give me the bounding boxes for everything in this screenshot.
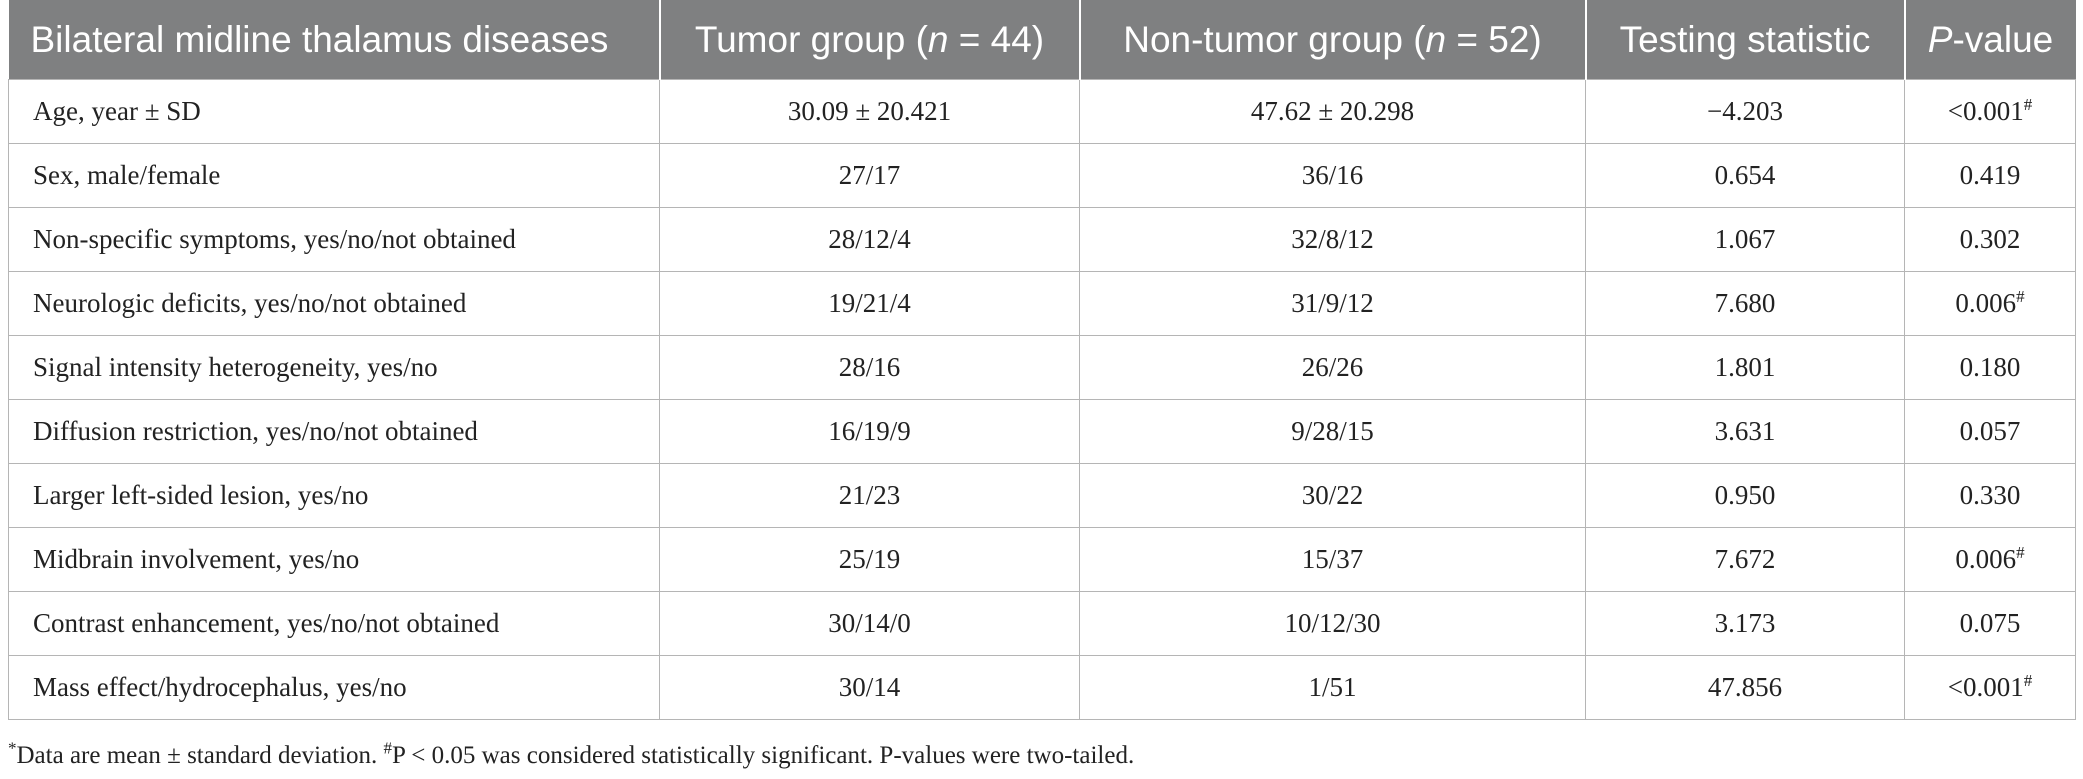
p-value-cell: 0.330	[1904, 463, 2076, 528]
tumor-group-cell: 30.09 ± 20.421	[659, 79, 1080, 144]
non-tumor-group-cell: 15/37	[1079, 527, 1586, 592]
header-tumor-group: Tumor group (n = 44)	[659, 0, 1081, 80]
p-value-text: 0.419	[1959, 160, 2021, 190]
row-label-cell: Signal intensity heterogeneity, yes/no	[8, 335, 660, 400]
testing-statistic-cell: 3.173	[1585, 591, 1905, 656]
tumor-group-cell: 16/19/9	[659, 399, 1080, 464]
row-label-cell: Midbrain involvement, yes/no	[8, 527, 660, 592]
table-row: Signal intensity heterogeneity, yes/no 28…	[8, 335, 2076, 400]
testing-statistic-cell: 1.801	[1585, 335, 1905, 400]
table-header-row: Bilateral midline thalamus diseases Tumo…	[8, 0, 2076, 80]
table-footnote: *Data are mean ± standard deviation. #P …	[8, 738, 1135, 769]
testing-statistic-cell: 7.680	[1585, 271, 1905, 336]
non-tumor-group-cell: 36/16	[1079, 143, 1586, 208]
table-row: Neurologic deficits, yes/no/not obtained…	[8, 271, 2076, 336]
p-value-cell: 0.075	[1904, 591, 2076, 656]
p-value-cell: 0.006#	[1904, 271, 2076, 336]
table-row: Mass effect/hydrocephalus, yes/no 30/14 1/…	[8, 655, 2076, 720]
tumor-group-cell: 25/19	[659, 527, 1080, 592]
tumor-group-cell: 21/23	[659, 463, 1080, 528]
significance-mark: #	[2016, 543, 2025, 562]
significance-mark: #	[2016, 287, 2025, 306]
header-non-tumor-group: Non-tumor group (n = 52)	[1079, 0, 1587, 80]
row-label-cell: Sex, male/female	[8, 143, 660, 208]
table-row: Sex, male/female 27/17 36/16 0.654 0.419	[8, 143, 2076, 208]
p-value-cell: 0.180	[1904, 335, 2076, 400]
row-label-cell: Mass effect/hydrocephalus, yes/no	[8, 655, 660, 720]
row-label-cell: Neurologic deficits, yes/no/not obtained	[8, 271, 660, 336]
p-value-cell: <0.001#	[1904, 655, 2076, 720]
tumor-group-cell: 30/14	[659, 655, 1080, 720]
testing-statistic-cell: 0.950	[1585, 463, 1905, 528]
p-value-cell: 0.419	[1904, 143, 2076, 208]
p-value-text: 0.006	[1955, 544, 2017, 574]
results-table: Bilateral midline thalamus diseases Tumo…	[8, 0, 2076, 720]
testing-statistic-cell: 47.856	[1585, 655, 1905, 720]
non-tumor-group-cell: 47.62 ± 20.298	[1079, 79, 1586, 144]
p-value-text: <0.001	[1947, 96, 2024, 126]
non-tumor-group-cell: 32/8/12	[1079, 207, 1586, 272]
table-body: Age, year ± SD 30.09 ± 20.421 47.62 ± 20.2…	[8, 79, 2076, 720]
p-value-cell: 0.006#	[1904, 527, 2076, 592]
table-row: Age, year ± SD 30.09 ± 20.421 47.62 ± 20.2…	[8, 79, 2076, 144]
p-value-text: 0.330	[1959, 480, 2021, 510]
row-label-cell: Diffusion restriction, yes/no/not obtain…	[8, 399, 660, 464]
tumor-group-cell: 30/14/0	[659, 591, 1080, 656]
testing-statistic-cell: −4.203	[1585, 79, 1905, 144]
p-value-cell: <0.001#	[1904, 79, 2076, 144]
p-value-text: <0.001	[1947, 672, 2024, 702]
header-testing-statistic: Testing statistic	[1585, 0, 1906, 80]
table-row: Non-specific symptoms, yes/no/not obtain…	[8, 207, 2076, 272]
table-row: Diffusion restriction, yes/no/not obtain…	[8, 399, 2076, 464]
header-p-value: P-value	[1904, 0, 2076, 80]
non-tumor-group-cell: 9/28/15	[1079, 399, 1586, 464]
p-value-cell: 0.302	[1904, 207, 2076, 272]
row-label-cell: Contrast enhancement, yes/no/not obtaine…	[8, 591, 660, 656]
row-label-cell: Larger left-sided lesion, yes/no	[8, 463, 660, 528]
p-value-text: 0.180	[1959, 352, 2021, 382]
non-tumor-group-cell: 26/26	[1079, 335, 1586, 400]
testing-statistic-cell: 1.067	[1585, 207, 1905, 272]
results-table-container: Bilateral midline thalamus diseases Tumo…	[8, 0, 2076, 720]
non-tumor-group-cell: 1/51	[1079, 655, 1586, 720]
non-tumor-group-cell: 30/22	[1079, 463, 1586, 528]
row-label-cell: Age, year ± SD	[8, 79, 660, 144]
row-label-cell: Non-specific symptoms, yes/no/not obtain…	[8, 207, 660, 272]
tumor-group-cell: 28/16	[659, 335, 1080, 400]
p-value-text: 0.006	[1955, 288, 2017, 318]
testing-statistic-cell: 7.672	[1585, 527, 1905, 592]
p-value-cell: 0.057	[1904, 399, 2076, 464]
table-row: Larger left-sided lesion, yes/no 21/23 30/…	[8, 463, 2076, 528]
non-tumor-group-cell: 31/9/12	[1079, 271, 1586, 336]
significance-mark: #	[2023, 95, 2033, 114]
significance-mark: #	[2023, 671, 2033, 690]
p-value-text: 0.057	[1959, 416, 2021, 446]
non-tumor-group-cell: 10/12/30	[1079, 591, 1586, 656]
tumor-group-cell: 28/12/4	[659, 207, 1080, 272]
tumor-group-cell: 27/17	[659, 143, 1080, 208]
p-value-text: 0.075	[1959, 608, 2021, 638]
p-value-text: 0.302	[1959, 224, 2021, 254]
table-row: Midbrain involvement, yes/no 25/19 15/37 7.…	[8, 527, 2076, 592]
tumor-group-cell: 19/21/4	[659, 271, 1080, 336]
header-diseases: Bilateral midline thalamus diseases	[8, 0, 661, 80]
testing-statistic-cell: 0.654	[1585, 143, 1905, 208]
table-row: Contrast enhancement, yes/no/not obtaine…	[8, 591, 2076, 656]
testing-statistic-cell: 3.631	[1585, 399, 1905, 464]
